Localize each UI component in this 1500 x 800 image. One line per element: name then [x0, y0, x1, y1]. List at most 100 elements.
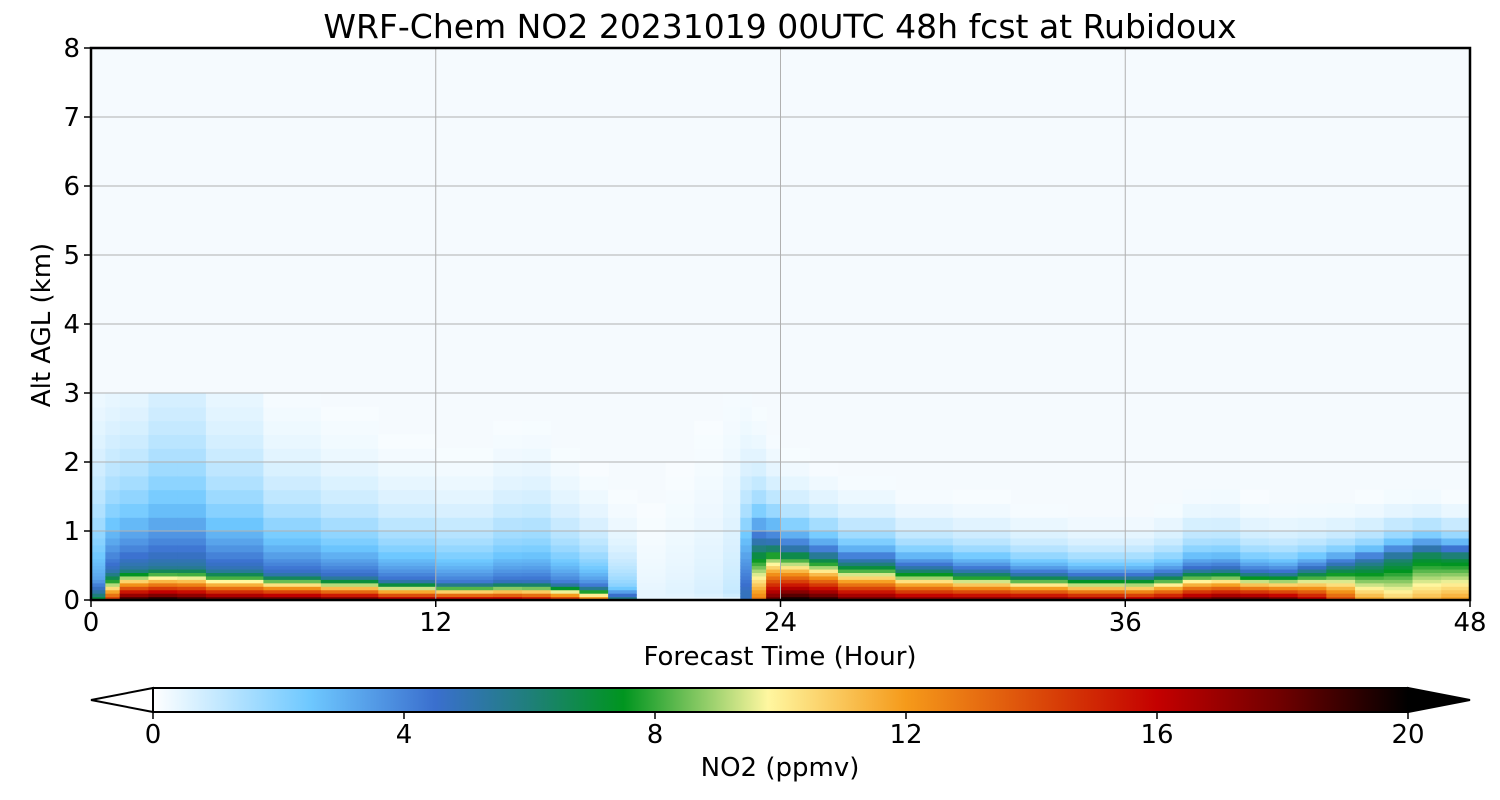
heatmap-cell [1125, 562, 1155, 567]
heatmap-cell [205, 575, 264, 580]
heatmap-cell [1182, 568, 1213, 573]
heatmap-cell [740, 531, 753, 539]
heatmap-cell [952, 489, 1011, 504]
heatmap-cell [320, 589, 379, 594]
heatmap-cell [205, 489, 264, 504]
y-tick-label: 5 [63, 241, 80, 271]
heatmap-cell [1153, 596, 1184, 600]
heatmap-cell [148, 558, 178, 563]
heatmap-cell [809, 531, 839, 539]
heatmap-cell [694, 596, 724, 600]
heatmap-cell [952, 565, 1011, 570]
heatmap-cell [694, 537, 724, 546]
heatmap-cell [1153, 531, 1184, 539]
heatmap-cell [1297, 589, 1327, 594]
heatmap-cell [608, 489, 638, 504]
heatmap-cell [1211, 537, 1241, 546]
heatmap-cell [895, 517, 954, 532]
heatmap-cell [1297, 579, 1327, 584]
heatmap-cell [119, 579, 150, 584]
heatmap-cell [751, 434, 767, 449]
heatmap-cell [608, 537, 638, 546]
heatmap-cell [91, 568, 106, 573]
heatmap-cell [665, 575, 695, 580]
heatmap-cell [579, 517, 609, 532]
heatmap-cell [205, 593, 264, 598]
heatmap-cell [723, 448, 741, 463]
heatmap-cell [780, 558, 810, 563]
heatmap-cell [1211, 562, 1241, 567]
heatmap-cell [952, 582, 1011, 587]
heatmap-cell [952, 562, 1011, 567]
heatmap-cell [751, 575, 767, 580]
heatmap-cell [740, 420, 753, 435]
heatmap-cell [740, 568, 753, 573]
heatmap-cell [665, 517, 695, 532]
heatmap-cell [320, 565, 379, 570]
heatmap-cell [780, 593, 810, 598]
chart-title: WRF-Chem NO2 20231019 00UTC 48h fcst at … [323, 7, 1236, 46]
heatmap-cell [263, 565, 322, 570]
heatmap-cell [1326, 582, 1356, 587]
heatmap-cell [740, 565, 753, 570]
heatmap-cell [263, 551, 322, 560]
heatmap-cell [205, 503, 264, 518]
heatmap-cell [1240, 579, 1270, 584]
heatmap-cell [1383, 589, 1414, 594]
heatmap-cell [751, 562, 767, 567]
heatmap-cell [665, 503, 695, 518]
heatmap-cell [435, 558, 494, 563]
heatmap-cell [205, 589, 264, 594]
heatmap-cell [320, 596, 379, 600]
heatmap-cell [780, 586, 810, 591]
heatmap-cell [766, 586, 782, 591]
heatmap-cell [435, 565, 494, 570]
heatmap-cell [740, 558, 753, 563]
heatmap-cell [895, 531, 954, 539]
heatmap-cell [91, 558, 106, 563]
heatmap-cell [723, 572, 741, 577]
heatmap-cell [148, 517, 178, 532]
heatmap-cell [751, 589, 767, 594]
heatmap-cell [1297, 568, 1327, 573]
heatmap-cell [740, 593, 753, 598]
heatmap-cell [1355, 562, 1385, 567]
heatmap-cell [1067, 582, 1126, 587]
heatmap-cell [320, 475, 379, 491]
heatmap-cell [665, 572, 695, 577]
heatmap-cell [105, 537, 121, 546]
heatmap-cell [205, 544, 264, 553]
heatmap-cell [550, 589, 580, 594]
heatmap-cell [1297, 575, 1327, 580]
heatmap-cell [1153, 572, 1184, 577]
heatmap-cell [1355, 517, 1385, 532]
heatmap-cell [119, 586, 150, 591]
heatmap-cell [177, 462, 207, 477]
heatmap-cell [751, 568, 767, 573]
heatmap-cell [435, 582, 494, 587]
heatmap-cell [766, 593, 782, 598]
heatmap-cell [320, 568, 379, 573]
heatmap-cell [263, 503, 322, 518]
heatmap-cell [952, 589, 1011, 594]
heatmap-cell [1355, 586, 1385, 591]
heatmap-cell [550, 462, 580, 477]
heatmap-cell [521, 537, 552, 546]
heatmap-cell [1441, 596, 1470, 600]
heatmap-cell [1441, 575, 1470, 580]
heatmap-cell [1297, 537, 1327, 546]
heatmap-cell [1067, 537, 1126, 546]
heatmap-cell [837, 589, 897, 594]
heatmap-cell [521, 462, 552, 477]
heatmap-cell [1010, 586, 1069, 591]
heatmap-cell [1067, 586, 1126, 591]
heatmap-cell [1297, 517, 1327, 532]
heatmap-cell [263, 537, 322, 546]
heatmap-cell [119, 462, 150, 477]
heatmap-cell [1355, 489, 1385, 504]
heatmap-cell [608, 503, 638, 518]
y-tick-label: 8 [63, 34, 80, 64]
heatmap-cell [435, 448, 494, 463]
heatmap-cell [320, 517, 379, 532]
heatmap-cell [550, 489, 580, 504]
